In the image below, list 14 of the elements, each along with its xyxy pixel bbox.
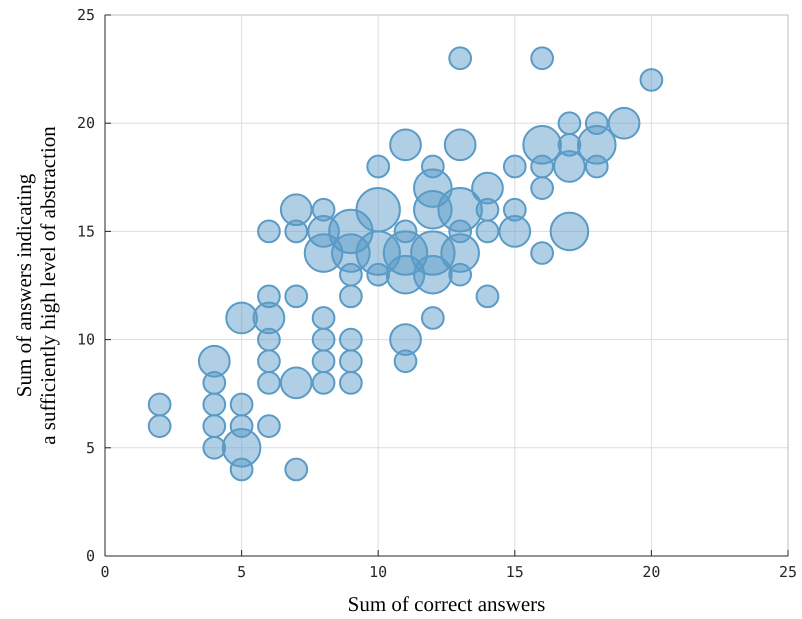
x-tick-label: 15 xyxy=(506,563,524,581)
x-tick-label: 10 xyxy=(369,563,388,581)
x-tick-label: 5 xyxy=(237,563,246,581)
x-tick-label: 0 xyxy=(100,563,110,581)
y-tick-label: 20 xyxy=(76,114,95,132)
x-tick-label: 25 xyxy=(778,563,798,581)
y-axis-title: Sum of answers indicating a sufficiently high level of abstraction xyxy=(12,126,60,445)
y-tick-label: 25 xyxy=(76,6,95,24)
y-tick-label: 10 xyxy=(76,330,95,349)
x-tick-label: 20 xyxy=(642,563,660,581)
x-axis-title: Sum of correct answers xyxy=(348,592,546,616)
y-tick-label: 5 xyxy=(86,438,95,457)
y-tick-label: 0 xyxy=(86,547,95,565)
y-tick-label: 15 xyxy=(76,222,95,240)
